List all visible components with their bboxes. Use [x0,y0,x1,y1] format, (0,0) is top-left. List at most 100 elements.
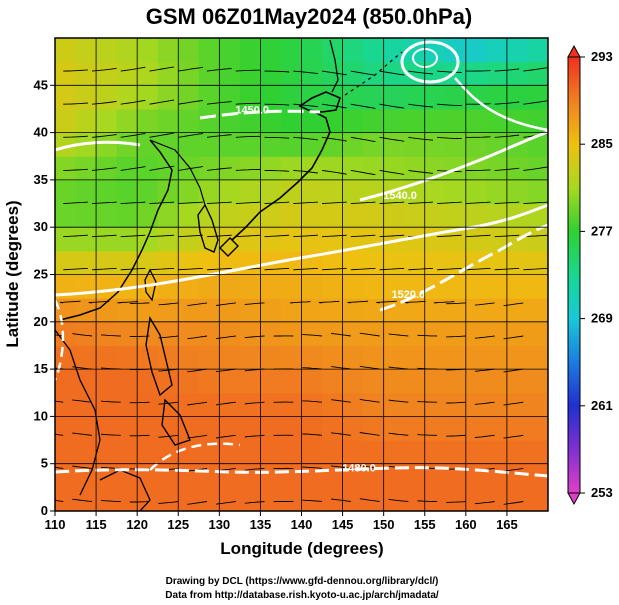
heat-cell [219,298,241,323]
streamline [437,103,462,106]
heat-cell [157,227,179,252]
y-tick-label: 20 [34,314,48,329]
heat-cell [157,203,179,228]
x-tick-label: 145 [332,517,354,532]
heat-cell [322,203,344,228]
heat-cell [363,274,385,299]
heat-cell [506,487,529,511]
heat-cell [116,392,138,417]
streamline [331,333,351,337]
heat-cell [383,227,405,252]
heat-cell [96,321,118,347]
heat-cell [322,345,344,370]
streamline [437,267,462,271]
streamline [117,301,139,304]
heat-cell [322,298,344,323]
heat-cell [55,487,77,511]
heat-cell [75,274,97,299]
heat-cell [55,108,77,134]
heat-cell [55,156,77,181]
y-tick-label: 40 [34,125,48,140]
streamline [359,398,380,403]
colorbar-tick-label: 293 [591,49,613,64]
heat-cell [260,203,282,228]
heat-cell [527,440,548,465]
heat-cell [527,61,548,86]
streamline [331,399,351,403]
heat-cell [116,61,138,86]
streamline [350,103,376,109]
streamline [350,136,376,143]
heat-cell [424,321,446,347]
heat-cell [198,274,220,299]
y-tick-label: 15 [34,361,48,376]
heat-cell [178,345,200,370]
heat-cell [239,487,262,511]
heat-cell [219,203,241,228]
heat-cell [363,156,385,181]
heat-cell [383,392,405,417]
heat-cell [404,227,426,252]
heat-cell [75,61,97,86]
heat-cell [486,227,508,252]
streamline [264,136,290,139]
heat-cell [75,156,97,181]
heat-cell [96,108,118,134]
heat-cell [260,132,282,157]
heat-cell [404,85,426,110]
heat-cell [445,440,467,465]
heat-cell [363,487,385,511]
heat-cell [198,38,220,63]
heat-cell [55,132,77,157]
heat-cell [342,38,364,63]
heat-cell [280,345,303,370]
heat-cell [116,440,138,465]
heat-cell [280,108,303,134]
y-tick-label: 10 [34,408,48,423]
heat-cell [137,156,159,181]
heat-cell [280,227,303,252]
streamline [264,234,290,238]
heat-cell [55,392,77,417]
y-tick-label: 25 [34,267,48,282]
heat-cell [383,416,405,441]
heat-cell [239,132,262,157]
heat-cell [96,38,118,63]
heat-cell [527,369,548,394]
heat-cell [383,250,405,276]
streamline [187,434,208,439]
streamline [72,333,93,337]
heat-cell [342,250,364,276]
heat-cell [363,85,385,110]
heat-cell [157,440,179,465]
heat-cell [219,61,241,86]
heat-cell [383,132,405,157]
heat-cell [404,203,426,228]
streamline [293,234,318,238]
heat-cell [301,345,323,370]
heat-cell [342,132,364,157]
contour-label: 1540.0 [383,190,417,202]
heat-cell [96,298,118,323]
streamline [523,234,548,238]
heat-cell [260,487,282,511]
heat-cell [342,156,364,181]
streamline [264,201,290,205]
heat-cell [55,321,77,347]
streamline [465,234,491,238]
streamline [264,70,290,73]
streamline [523,166,548,171]
heat-cell [424,179,446,205]
streamline [302,466,323,469]
heat-cell [239,321,262,347]
streamline [264,103,290,106]
heat-cell [363,440,385,465]
coastlines [55,39,403,511]
heat-cell [280,85,303,110]
heat-cell [75,85,97,110]
heat-cell [465,440,487,465]
heat-cell [157,298,179,323]
heat-cell [424,416,446,441]
heat-cell [363,38,385,63]
heat-cell [280,321,303,347]
